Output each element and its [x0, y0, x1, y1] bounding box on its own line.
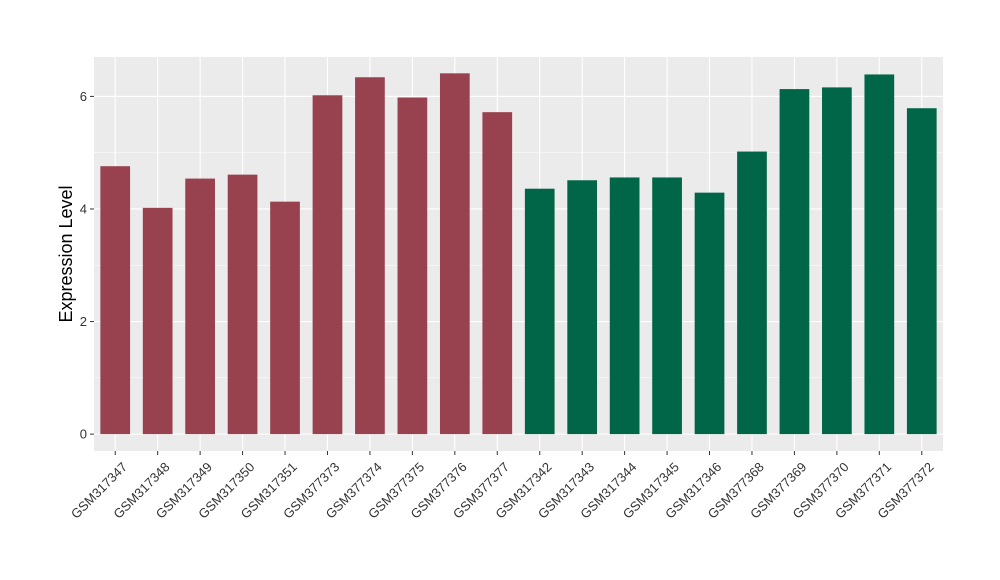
bar [864, 74, 895, 435]
bar [694, 192, 725, 435]
bar [567, 180, 598, 435]
y-tick-label: 6 [80, 89, 87, 104]
bar [227, 174, 258, 435]
bar [355, 77, 385, 435]
bar [906, 108, 937, 435]
bar [185, 178, 215, 435]
bar [822, 87, 852, 435]
bar [737, 151, 767, 435]
bar [609, 177, 640, 435]
bar [652, 177, 682, 435]
bar [142, 207, 173, 435]
y-axis-title: Expression Level [56, 185, 76, 322]
bar [312, 95, 343, 435]
bar [779, 89, 810, 435]
y-tick-label: 4 [80, 201, 87, 216]
bar [100, 166, 131, 435]
bar [397, 97, 428, 435]
bar [524, 188, 555, 435]
y-axis: 0 2 4 6 [80, 89, 94, 442]
bar [439, 73, 470, 435]
y-tick-label: 0 [80, 427, 87, 442]
x-axis: GSM317347GSM317348GSM317349GSM317350GSM3… [68, 451, 937, 522]
bars [100, 73, 937, 435]
y-tick-label: 2 [80, 314, 87, 329]
bar [270, 201, 300, 435]
bar [482, 112, 513, 435]
plot-panel [94, 57, 943, 451]
